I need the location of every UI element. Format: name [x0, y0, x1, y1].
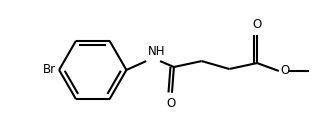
Text: NH: NH	[148, 45, 166, 58]
Text: O: O	[166, 97, 176, 110]
Text: O: O	[253, 18, 262, 31]
Text: O: O	[281, 64, 290, 78]
Text: Br: Br	[43, 64, 56, 76]
